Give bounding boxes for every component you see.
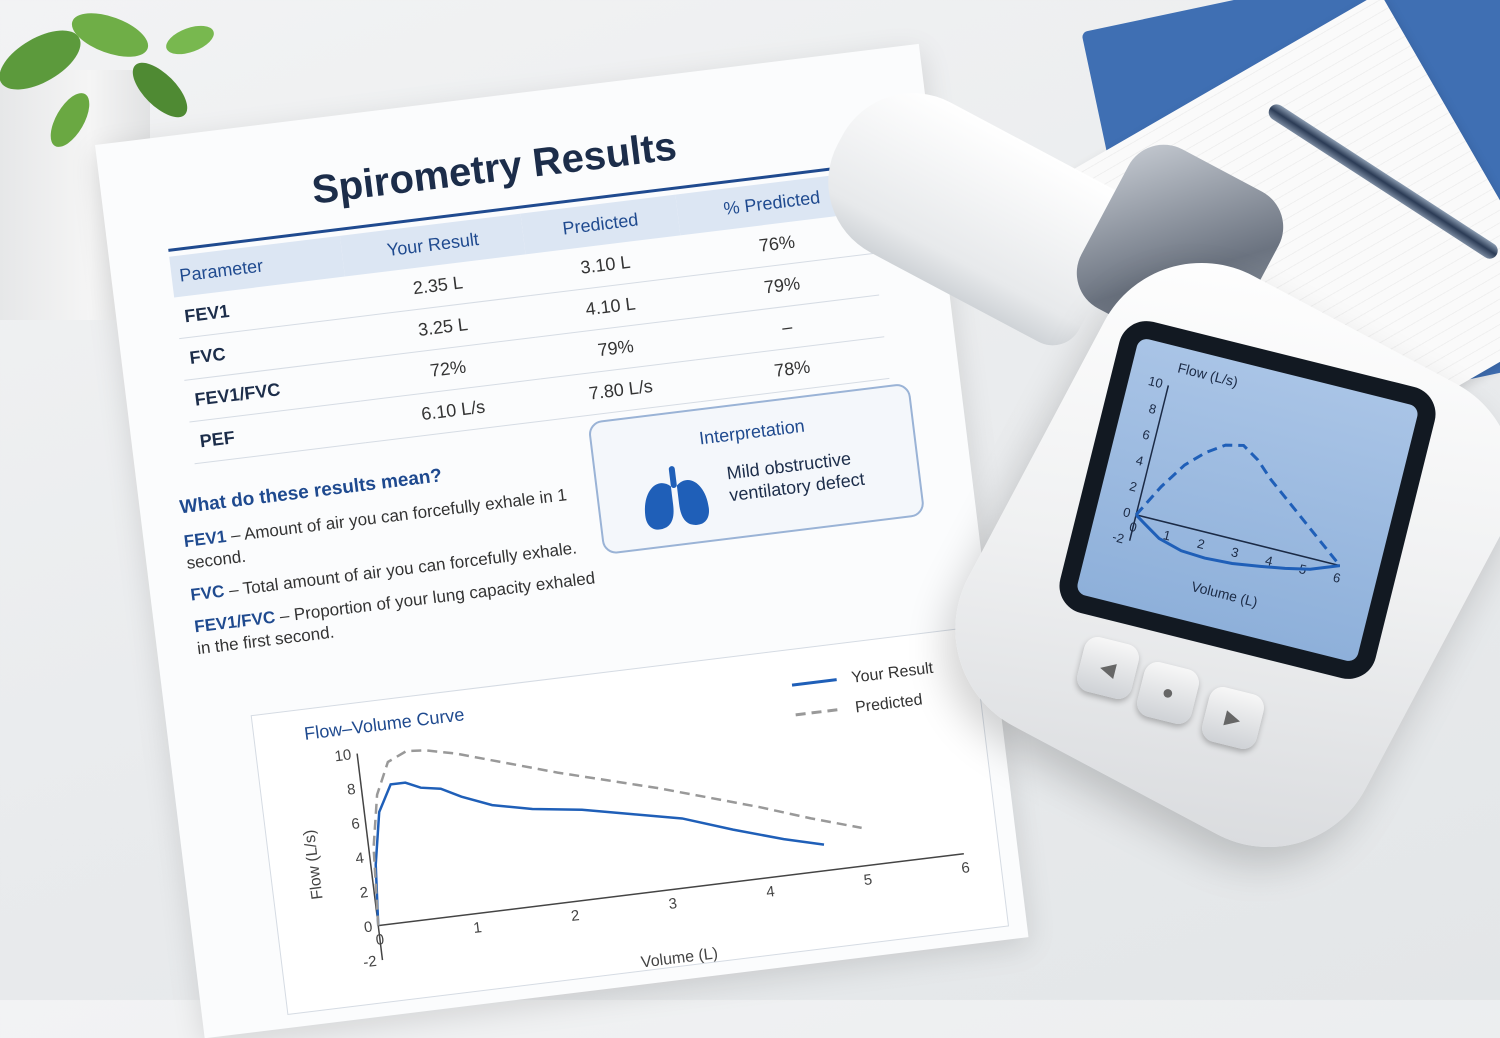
y-tick-label: 0: [363, 918, 373, 936]
y-tick-label: 6: [350, 815, 360, 833]
x-tick-label: 4: [765, 883, 775, 901]
x-tick-label: 3: [1230, 544, 1241, 560]
series-line: [1135, 513, 1341, 571]
y-tick-label: 10: [334, 746, 353, 765]
definition-term: FVC: [189, 581, 226, 605]
x-tick-label: 2: [1196, 536, 1207, 552]
report-paper: Spirometry Results Parameter Your Result…: [95, 43, 1029, 1038]
series-line: [372, 749, 862, 926]
x-axis-line: [378, 852, 964, 927]
lungs-icon: [644, 466, 709, 530]
device-screen: 0 1 2 3 4 5 6 -2 0 2 4 6 8 10 Volume (L) Flow (L/s): [1075, 336, 1420, 664]
x-tick-label: 0: [1128, 519, 1139, 535]
x-axis-line: [1135, 514, 1341, 567]
y-tick-label: 2: [1128, 478, 1139, 494]
interpretation-text: Mild obstructive ventilatory defect: [725, 448, 866, 506]
x-axis-label: Volume (L): [1190, 578, 1260, 610]
x-axis-label: Volume (L): [640, 945, 719, 971]
plant-leaves: [0, 13, 214, 147]
legend-label: Your Result: [851, 660, 935, 687]
legend-label: Predicted: [854, 691, 923, 716]
x-tick-label: 4: [1264, 553, 1275, 569]
x-tick-label: 3: [668, 895, 678, 913]
legend-swatch: [795, 707, 841, 717]
x-tick-label: 0: [375, 931, 385, 949]
left-arrow-icon: ◀: [1097, 655, 1118, 682]
y-axis-label: Flow (L/s): [301, 829, 326, 901]
y-tick-label: -2: [1111, 529, 1126, 546]
flow-volume-svg: Flow–Volume Curve 0 1 2 3 4 5 6 -2 0 2 4 6 8 10 Volume …: [301, 660, 971, 972]
x-tick-label: 2: [570, 907, 580, 925]
x-tick-label: 5: [863, 871, 873, 889]
y-axis-label: Flow (L/s): [1176, 359, 1239, 389]
series-line: [1134, 443, 1342, 567]
y-tick-label: 0: [1121, 504, 1132, 520]
y-tick-label: 8: [346, 781, 356, 799]
y-tick-label: 2: [359, 884, 369, 902]
y-tick-label: 10: [1147, 373, 1165, 391]
y-tick-label: 4: [355, 850, 365, 868]
y-tick-label: 6: [1141, 427, 1152, 443]
right-arrow-icon: ▶: [1222, 705, 1243, 732]
device-screen-bezel: 0 1 2 3 4 5 6 -2 0 2 4 6 8 10 Volume (L) Flow (L/s): [1053, 315, 1442, 685]
y-tick-label: 4: [1134, 452, 1145, 468]
legend-swatch: [791, 678, 837, 687]
interpretation-box: Interpretation Mild obstructive ventilat…: [587, 382, 926, 556]
x-tick-label: 1: [1162, 527, 1173, 543]
y-tick-label: 8: [1147, 401, 1158, 417]
chart-title: Flow–Volume Curve: [303, 704, 465, 743]
center-button-icon: ●: [1159, 680, 1177, 705]
flow-volume-chart: Flow–Volume Curve 0 1 2 3 4 5 6 -2 0 2 4 6 8 10 Volume …: [250, 626, 1010, 1016]
series-line: [374, 781, 825, 926]
x-tick-label: 6: [960, 859, 970, 877]
y-tick-label: -2: [362, 953, 377, 971]
explanation-section: What do these results mean? FEV1 – Amoun…: [179, 446, 617, 670]
x-tick-label: 6: [1332, 570, 1343, 586]
x-tick-label: 1: [472, 919, 482, 937]
definition-term: FEV1: [182, 526, 228, 552]
